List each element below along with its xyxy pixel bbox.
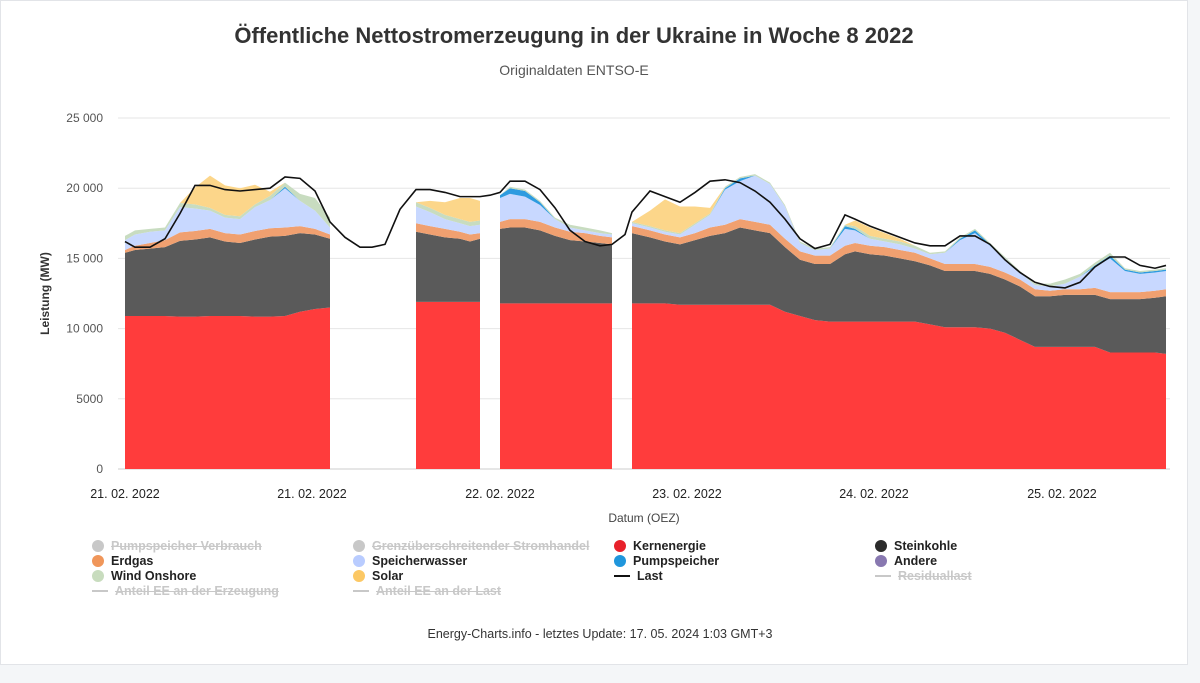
legend-dot-icon (353, 570, 365, 582)
legend-dot-icon (875, 540, 887, 552)
legend-item[interactable]: Erdgas (92, 554, 153, 569)
x-tick-label: 25. 02. 2022 (1027, 487, 1097, 501)
chart-subtitle: Originaldaten ENTSO-E (499, 62, 649, 78)
area-kernenergie-segment-4 (632, 303, 1166, 469)
legend-dot-icon (875, 555, 887, 567)
area-speicherwasser-segment-3 (500, 193, 612, 238)
legend-item[interactable]: Grenzüberschreitender Stromhandel (353, 539, 589, 554)
x-tick-label: 21. 02. 2022 (277, 487, 347, 501)
legend-item[interactable]: Pumpspeicher (614, 554, 719, 569)
legend-label: Erdgas (111, 554, 154, 568)
legend-item[interactable]: Residuallast (875, 569, 972, 584)
y-axis-title: Leistung (MW) (38, 252, 52, 335)
area-erdgas-segment-1 (125, 226, 330, 253)
legend-label: Grenzüberschreitender Stromhandel (372, 539, 590, 553)
legend-line-icon (875, 575, 891, 577)
legend-item[interactable]: Solar (353, 569, 403, 584)
legend-label: Anteil EE an der Last (376, 584, 502, 598)
area-speicherwasser-segment-1 (125, 188, 330, 250)
area-kernenergie-segment-3 (500, 303, 612, 469)
y-tick-label: 15 000 (66, 251, 103, 265)
legend-item[interactable]: Anteil EE an der Erzeugung (92, 584, 279, 599)
area-kernenergie-segment-1 (125, 307, 330, 469)
series-line-last (124, 176, 1167, 289)
legend-label: Wind Onshore (111, 569, 197, 583)
legend-dot-icon (353, 540, 365, 552)
area-wind-onshore-segment-2 (416, 202, 480, 227)
y-tick-label: 25 000 (66, 111, 103, 125)
footer-credit: Energy-Charts.info - letztes Update: 17.… (427, 627, 773, 641)
area-erdgas-segment-3 (500, 219, 612, 245)
legend-line-icon (614, 575, 630, 577)
legend-label: Kernenergie (633, 539, 706, 553)
legend-item[interactable]: Wind Onshore (92, 569, 196, 584)
legend-label: Steinkohle (894, 539, 958, 553)
legend-item[interactable]: Anteil EE an der Last (353, 584, 501, 599)
legend-label: Anteil EE an der Erzeugung (115, 584, 279, 598)
legend-label: Solar (372, 569, 404, 583)
legend-dot-icon (614, 540, 626, 552)
area-steinkohle-segment-3 (500, 227, 612, 304)
legend-label: Pumpspeicher (633, 554, 720, 568)
area-solar-segment-1 (125, 175, 330, 236)
legend-label: Residuallast (898, 569, 972, 583)
legend-dot-icon (92, 540, 104, 552)
area-erdgas-segment-2 (416, 223, 480, 242)
area-solar-segment-2 (416, 198, 480, 222)
legend-label: Speicherwasser (372, 554, 468, 568)
legend-line-icon (92, 590, 108, 592)
legend-item[interactable]: Speicherwasser (353, 554, 467, 569)
legend-item[interactable]: Kernenergie (614, 539, 706, 554)
legend-item[interactable]: Pumpspeicher Verbrauch (92, 539, 262, 554)
area-steinkohle-segment-2 (416, 231, 480, 302)
area-steinkohle-segment-1 (125, 233, 330, 317)
area-speicherwasser-segment-4 (632, 175, 1166, 293)
axes: 0 5000 10 000 15 000 20 000 25 000 Leistung (M… (38, 111, 1097, 525)
x-tick-label: 21. 02. 2022 (90, 487, 160, 501)
stacked-areas (125, 174, 1166, 469)
legend-dot-icon (614, 555, 626, 567)
legend-dot-icon (92, 555, 104, 567)
legend-dot-icon (92, 570, 104, 582)
legend-label: Pumpspeicher Verbrauch (111, 539, 262, 553)
legend-label: Andere (894, 554, 938, 568)
legend-line-icon (353, 590, 369, 592)
y-tick-label: 0 (96, 462, 103, 476)
legend-item[interactable]: Last (614, 569, 663, 584)
chart-title: Öffentliche Nettostromerzeugung in der U… (234, 23, 914, 48)
area-kernenergie-segment-2 (416, 301, 480, 469)
legend-item[interactable]: Andere (875, 554, 937, 569)
x-axis-title: Datum (OEZ) (608, 511, 679, 525)
area-steinkohle-segment-4 (632, 227, 1166, 354)
legend-label: Last (637, 569, 663, 583)
area-pumpspeicher-segment-3 (500, 188, 612, 235)
legend-dot-icon (353, 555, 365, 567)
area-speicherwasser-segment-2 (416, 206, 480, 235)
x-tick-label: 24. 02. 2022 (839, 487, 909, 501)
legend-item[interactable]: Steinkohle (875, 539, 957, 554)
last-line-layer (124, 176, 1167, 289)
y-tick-label: 10 000 (66, 322, 103, 336)
y-tick-label: 5000 (76, 392, 103, 406)
y-tick-label: 20 000 (66, 181, 103, 195)
x-tick-label: 22. 02. 2022 (465, 487, 535, 501)
x-tick-label: 23. 02. 2022 (652, 487, 722, 501)
